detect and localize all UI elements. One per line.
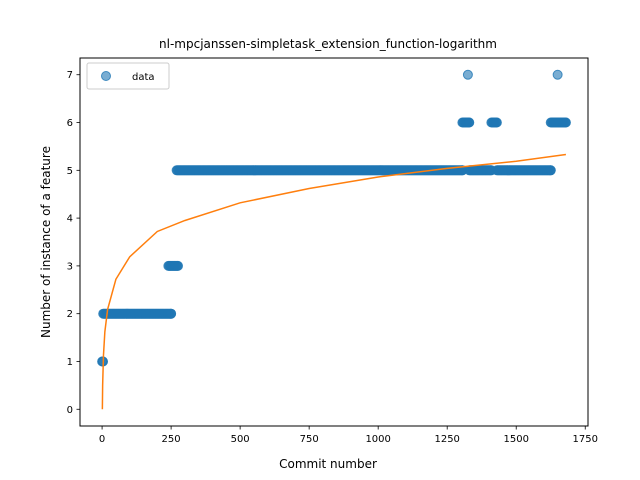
x-axis-label: Commit number — [279, 457, 377, 471]
y-tick-label: 2 — [67, 309, 73, 320]
y-tick-label: 3 — [67, 261, 73, 272]
y-tick-label: 4 — [67, 214, 73, 225]
legend-marker-data — [101, 71, 111, 81]
data-point — [560, 117, 571, 128]
x-tick-label: 1750 — [573, 434, 598, 445]
chart-marks — [97, 69, 571, 410]
legend: data — [86, 62, 170, 90]
y-tick-label: 6 — [67, 118, 73, 129]
data-point — [166, 308, 177, 319]
plot-area — [79, 57, 589, 427]
x-tick-label: 1250 — [434, 434, 459, 445]
data-points — [97, 69, 571, 367]
x-tick-label: 1500 — [503, 434, 528, 445]
legend-label-data: data — [132, 72, 155, 83]
y-tick-label: 5 — [67, 166, 73, 177]
y-axis-label: Number of instance of a feature — [39, 146, 53, 338]
chart-title: nl-mpcjanssen-simpletask_extension_funct… — [159, 37, 497, 51]
y-tick-label: 0 — [67, 405, 73, 416]
legend-box — [86, 62, 170, 90]
data-point — [464, 117, 475, 128]
data-point — [552, 69, 563, 80]
x-tick-label: 1000 — [365, 434, 390, 445]
plot-frame — [79, 57, 589, 427]
data-point — [462, 69, 473, 80]
x-tick-label: 500 — [231, 434, 250, 445]
y-tick-label: 7 — [67, 70, 73, 81]
data-point — [491, 117, 502, 128]
data-point — [173, 260, 184, 271]
y-axis: 0 1 2 3 4 5 6 7 — [67, 70, 80, 416]
fit-line — [101, 153, 567, 410]
x-tick-label: 250 — [162, 434, 181, 445]
x-axis: 0 250 500 750 1000 1250 1500 1750 — [99, 426, 598, 445]
y-tick-label: 1 — [67, 357, 73, 368]
x-tick-label: 750 — [300, 434, 319, 445]
x-tick-label: 0 — [99, 434, 105, 445]
data-point — [545, 165, 556, 176]
